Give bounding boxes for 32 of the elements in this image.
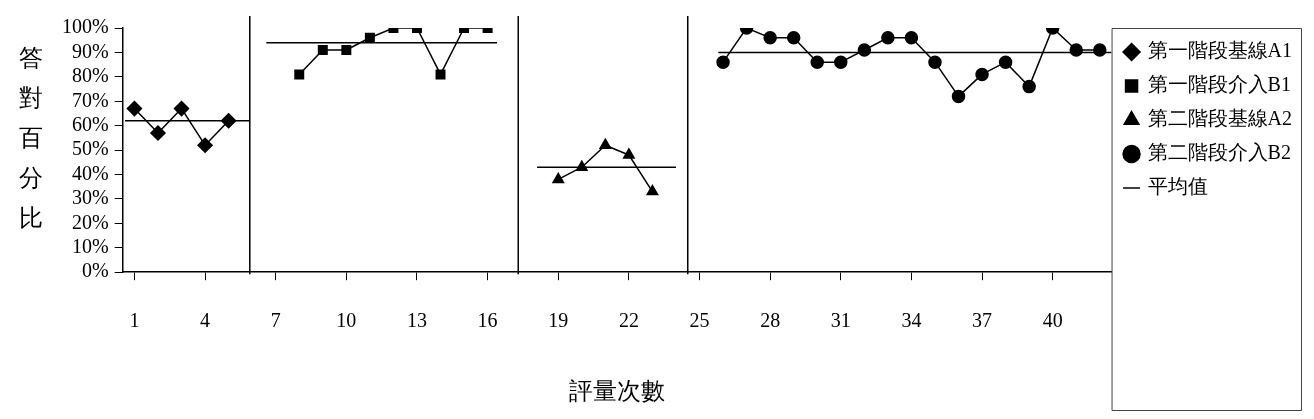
x-tick-label: 10 xyxy=(336,309,357,332)
y-tick-label: 100% xyxy=(61,15,109,38)
x-tick-label: 1 xyxy=(129,309,140,332)
legend-label: 第二階段基線A2 xyxy=(1147,107,1293,130)
legend-label: 第一階段介入B1 xyxy=(1147,73,1291,96)
y-tick-label: 30% xyxy=(71,186,109,209)
x-tick-label: 25 xyxy=(689,309,710,332)
legend-label: 平均值 xyxy=(1147,175,1208,198)
legend-label: 第一階段基線A1 xyxy=(1147,39,1293,62)
x-tick-label: 13 xyxy=(406,309,427,332)
y-tick-label: 20% xyxy=(71,210,109,233)
x-tick-label: 7 xyxy=(270,309,281,332)
y-tick-label: 60% xyxy=(71,112,109,135)
x-tick-label: 19 xyxy=(548,309,569,332)
y-tick-label: 0% xyxy=(81,259,109,282)
x-axis-title: 評量次數 xyxy=(569,377,666,404)
x-tick-label: 28 xyxy=(760,309,781,332)
y-tick-label: 70% xyxy=(71,88,109,111)
x-tick-label: 4 xyxy=(200,309,211,332)
y-tick-label: 90% xyxy=(71,39,109,62)
x-tick-label: 34 xyxy=(901,309,922,332)
y-tick-label: 40% xyxy=(71,161,109,184)
x-tick-label: 37 xyxy=(972,309,993,332)
x-tick-label: 31 xyxy=(830,309,851,332)
x-tick-label: 16 xyxy=(477,309,498,332)
x-tick-label: 22 xyxy=(618,309,639,332)
y-tick-label: 80% xyxy=(71,64,109,87)
legend-label: 第二階段介入B2 xyxy=(1147,141,1291,164)
x-tick-label: 40 xyxy=(1042,309,1063,332)
y-tick-label: 50% xyxy=(71,137,109,160)
y-axis-title: 答對百分比 xyxy=(18,44,44,233)
y-tick-label: 10% xyxy=(71,235,109,258)
